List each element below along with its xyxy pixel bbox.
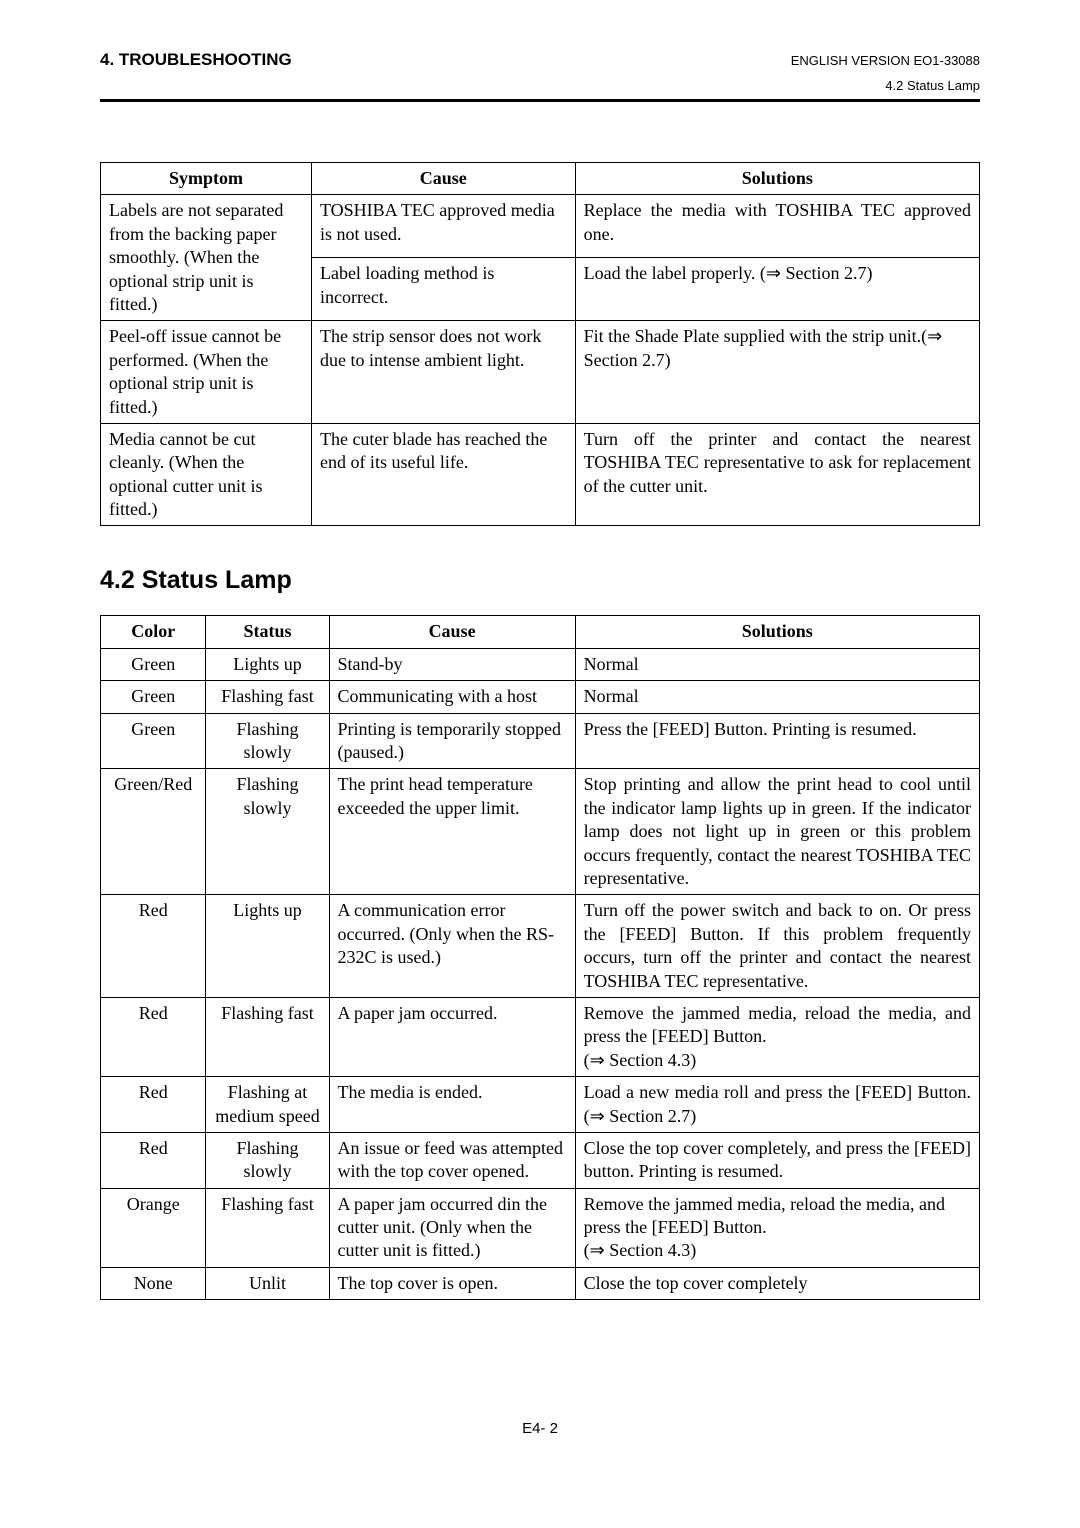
cell-status: Flashing at medium speed <box>206 1077 329 1133</box>
cell-color: None <box>101 1267 206 1299</box>
cell-symptom: Labels are not separated from the backin… <box>101 195 312 321</box>
chapter-title: 4. TROUBLESHOOTING <box>100 50 292 70</box>
cell-status: Flashing slowly <box>206 713 329 769</box>
cell-cause: The media is ended. <box>329 1077 575 1133</box>
cell-cause: Label loading method is incorrect. <box>311 258 575 321</box>
cell-status: Flashing fast <box>206 997 329 1076</box>
th-solutions: Solutions <box>575 616 979 648</box>
page-header: 4. TROUBLESHOOTING ENGLISH VERSION EO1-3… <box>100 50 980 70</box>
cell-cause: An issue or feed was attempted with the … <box>329 1132 575 1188</box>
table-row: OrangeFlashing fastA paper jam occurred … <box>101 1188 980 1267</box>
th-solutions: Solutions <box>575 163 979 195</box>
cell-color: Red <box>101 997 206 1076</box>
cell-solutions: Close the top cover completely, and pres… <box>575 1132 979 1188</box>
cell-status: Flashing fast <box>206 681 329 713</box>
th-status: Status <box>206 616 329 648</box>
symptom-table-body: Labels are not separated from the backin… <box>101 195 980 526</box>
cell-color: Orange <box>101 1188 206 1267</box>
cell-color: Green <box>101 648 206 680</box>
cell-solutions: Normal <box>575 648 979 680</box>
page-number: E4- 2 <box>100 1420 980 1437</box>
cell-status: Flashing slowly <box>206 769 329 895</box>
cell-cause: Communicating with a host <box>329 681 575 713</box>
cell-symptom: Media cannot be cut cleanly. (When the o… <box>101 423 312 526</box>
cell-cause: The print head temperature exceeded the … <box>329 769 575 895</box>
header-subsection: 4.2 Status Lamp <box>100 78 980 93</box>
cell-color: Red <box>101 895 206 998</box>
cell-solutions: Load the label properly. (⇒ Section 2.7) <box>575 258 979 321</box>
cell-solutions: Normal <box>575 681 979 713</box>
table-row: GreenFlashing slowlyPrinting is temporar… <box>101 713 980 769</box>
status-lamp-table-body: GreenLights upStand-byNormalGreenFlashin… <box>101 648 980 1299</box>
symptom-table: Symptom Cause Solutions Labels are not s… <box>100 162 980 526</box>
table-row: RedLights upA communication error occurr… <box>101 895 980 998</box>
cell-solutions: Turn off the printer and contact the nea… <box>575 423 979 526</box>
cell-cause: The strip sensor does not work due to in… <box>311 321 575 424</box>
cell-color: Red <box>101 1132 206 1188</box>
table-row: RedFlashing slowlyAn issue or feed was a… <box>101 1132 980 1188</box>
cell-cause: Printing is temporarily stopped (paused.… <box>329 713 575 769</box>
header-rule <box>100 99 980 102</box>
table-row: Labels are not separated from the backin… <box>101 195 980 258</box>
table-row: Peel-off issue cannot be performed. (Whe… <box>101 321 980 424</box>
th-cause: Cause <box>329 616 575 648</box>
cell-status: Lights up <box>206 648 329 680</box>
cell-color: Green <box>101 681 206 713</box>
cell-solutions: Replace the media with TOSHIBA TEC appro… <box>575 195 979 258</box>
cell-solutions: Turn off the power switch and back to on… <box>575 895 979 998</box>
cell-cause: TOSHIBA TEC approved media is not used. <box>311 195 575 258</box>
cell-status: Flashing fast <box>206 1188 329 1267</box>
table-header-row: Color Status Cause Solutions <box>101 616 980 648</box>
th-symptom: Symptom <box>101 163 312 195</box>
table-header-row: Symptom Cause Solutions <box>101 163 980 195</box>
cell-color: Green <box>101 713 206 769</box>
cell-cause: The top cover is open. <box>329 1267 575 1299</box>
cell-cause: The cuter blade has reached the end of i… <box>311 423 575 526</box>
cell-color: Red <box>101 1077 206 1133</box>
table-row: RedFlashing at medium speedThe media is … <box>101 1077 980 1133</box>
table-row: Media cannot be cut cleanly. (When the o… <box>101 423 980 526</box>
cell-solutions: Stop printing and allow the print head t… <box>575 769 979 895</box>
th-cause: Cause <box>311 163 575 195</box>
table-row: NoneUnlitThe top cover is open.Close the… <box>101 1267 980 1299</box>
table-row: Green/RedFlashing slowlyThe print head t… <box>101 769 980 895</box>
table-row: GreenLights upStand-byNormal <box>101 648 980 680</box>
cell-cause: A paper jam occurred din the cutter unit… <box>329 1188 575 1267</box>
cell-solutions: Remove the jammed media, reload the medi… <box>575 1188 979 1267</box>
cell-status: Lights up <box>206 895 329 998</box>
section-title: 4.2 Status Lamp <box>100 566 980 595</box>
cell-solutions: Fit the Shade Plate supplied with the st… <box>575 321 979 424</box>
cell-solutions: Load a new media roll and press the [FEE… <box>575 1077 979 1133</box>
cell-solutions: Close the top cover completely <box>575 1267 979 1299</box>
cell-cause: A paper jam occurred. <box>329 997 575 1076</box>
cell-symptom: Peel-off issue cannot be performed. (Whe… <box>101 321 312 424</box>
symptom-table-head: Symptom Cause Solutions <box>101 163 980 195</box>
table-row: RedFlashing fastA paper jam occurred.Rem… <box>101 997 980 1076</box>
status-lamp-table: Color Status Cause Solutions GreenLights… <box>100 615 980 1300</box>
cell-color: Green/Red <box>101 769 206 895</box>
table-row: GreenFlashing fastCommunicating with a h… <box>101 681 980 713</box>
cell-status: Flashing slowly <box>206 1132 329 1188</box>
cell-solutions: Remove the jammed media, reload the medi… <box>575 997 979 1076</box>
cell-cause: A communication error occurred. (Only wh… <box>329 895 575 998</box>
cell-solutions: Press the [FEED] Button. Printing is res… <box>575 713 979 769</box>
status-lamp-table-head: Color Status Cause Solutions <box>101 616 980 648</box>
th-color: Color <box>101 616 206 648</box>
doc-version: ENGLISH VERSION EO1-33088 <box>791 53 980 68</box>
cell-cause: Stand-by <box>329 648 575 680</box>
cell-status: Unlit <box>206 1267 329 1299</box>
